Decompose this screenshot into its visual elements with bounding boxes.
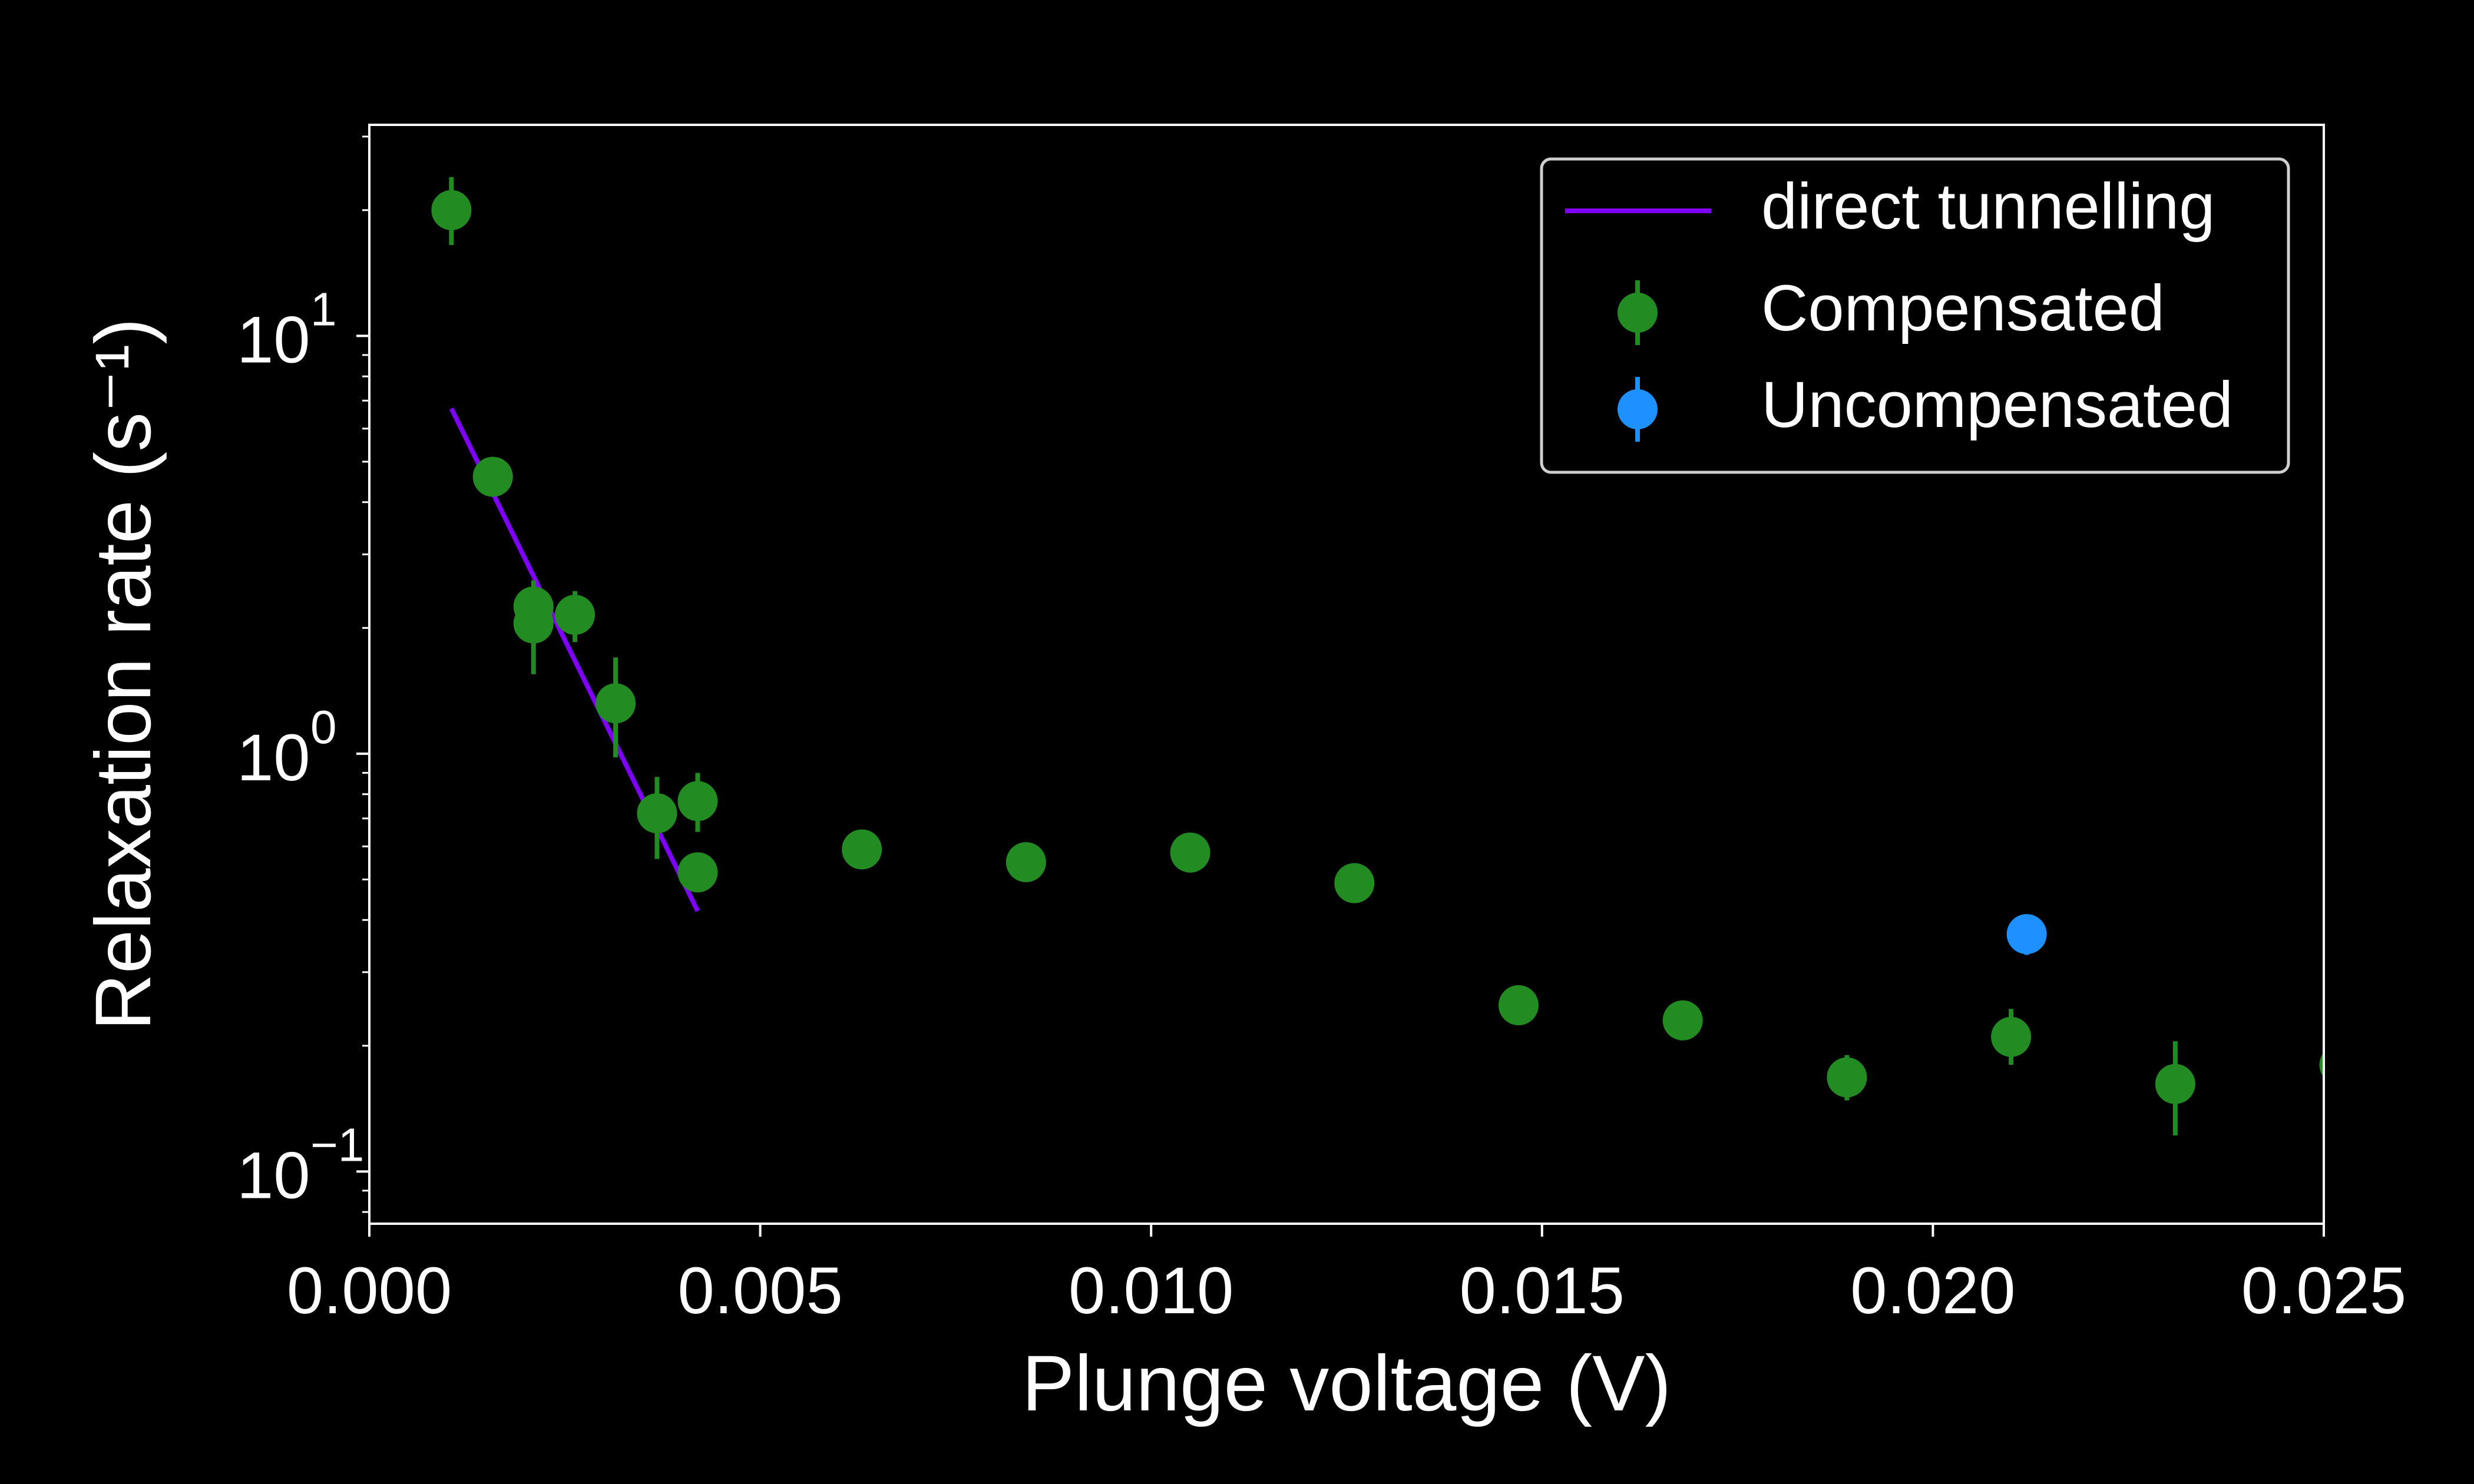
y-tick-exponent: 0 xyxy=(310,701,337,753)
data-point-compensated xyxy=(842,829,882,870)
x-axis: 0.000 0.005 0.010 0.015 0.020 0.025 xyxy=(287,1224,2406,1327)
legend: direct tunnelling Compensated Uncompensa… xyxy=(1540,157,2290,474)
y-tick-label: 10 xyxy=(237,303,310,376)
x-tick-label: 0.020 xyxy=(1850,1254,2015,1327)
data-point-uncompensated xyxy=(2006,914,2047,955)
data-point-compensated xyxy=(1334,863,1375,903)
data-point-compensated xyxy=(555,595,596,635)
data-point-compensated xyxy=(677,852,718,893)
data-point-compensated xyxy=(1662,1000,1703,1041)
y-tick-label: 10 xyxy=(237,721,310,794)
x-tick-label: 0.010 xyxy=(1069,1254,1233,1327)
x-tick-label: 0.005 xyxy=(677,1254,842,1327)
legend-compensated-marker xyxy=(1618,293,1658,333)
y-axis-label: Relaxation rate (s⁻¹) xyxy=(80,318,167,1031)
data-point-compensated xyxy=(1498,985,1539,1026)
x-tick-label: 0.025 xyxy=(2241,1254,2406,1327)
data-point-compensated xyxy=(1827,1057,1867,1098)
y-tick-label: 10 xyxy=(237,1138,310,1212)
y-tick-exponent: 1 xyxy=(310,283,337,335)
data-point-compensated xyxy=(472,456,513,497)
data-point-compensated xyxy=(596,683,636,724)
legend-uncompensated-label: Uncompensated xyxy=(1761,369,2233,441)
y-tick-exponent: −1 xyxy=(310,1118,364,1171)
legend-compensated-label: Compensated xyxy=(1761,272,2165,344)
data-point-compensated xyxy=(1170,832,1210,873)
x-tick-label: 0.000 xyxy=(287,1254,452,1327)
data-point-compensated xyxy=(677,781,718,822)
x-axis-label: Plunge voltage (V) xyxy=(1022,1340,1671,1427)
legend-fit-label: direct tunnelling xyxy=(1761,170,2215,243)
data-point-compensated xyxy=(1991,1016,2032,1057)
data-point-compensated xyxy=(637,793,677,834)
plot-frame xyxy=(368,124,2325,1225)
data-point-compensated xyxy=(513,603,554,644)
data-point-compensated xyxy=(1006,842,1046,883)
data-point-compensated xyxy=(431,190,472,230)
data-point-compensated xyxy=(2155,1064,2195,1104)
legend-box xyxy=(1540,157,2290,474)
x-tick-label: 0.015 xyxy=(1460,1254,1625,1327)
legend-uncompensated-marker xyxy=(1618,389,1658,429)
marks-layer xyxy=(431,177,2324,1136)
